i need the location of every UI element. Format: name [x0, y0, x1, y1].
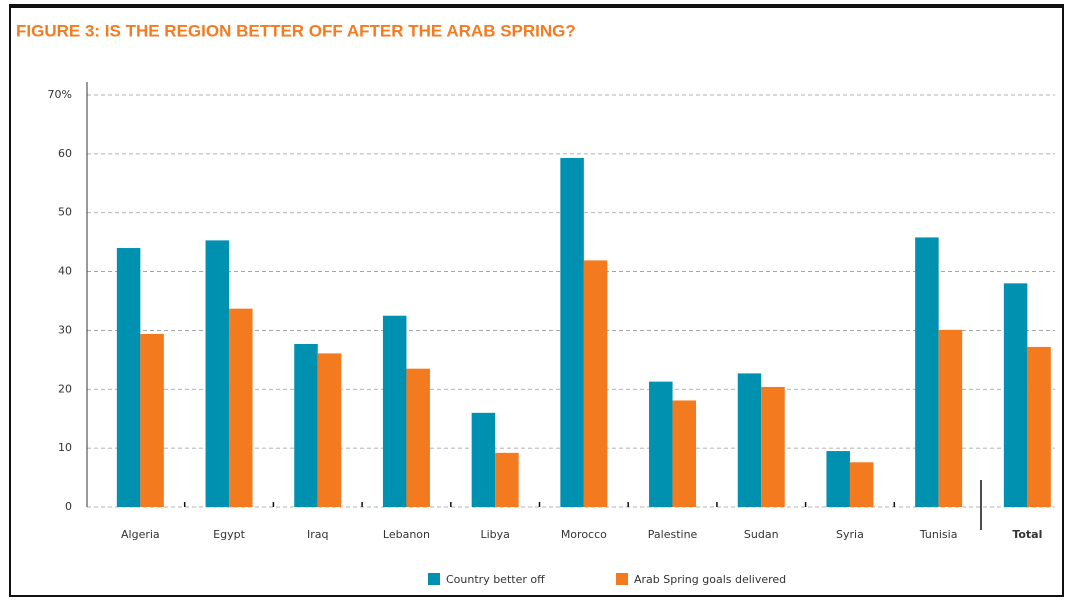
- y-tick-label: 40: [58, 265, 72, 278]
- bar: [406, 368, 430, 507]
- bar: [205, 240, 230, 507]
- y-tick-label: 70%: [48, 88, 72, 101]
- x-tick-label: Palestine: [648, 528, 698, 541]
- bar: [560, 157, 584, 507]
- bar: [737, 373, 762, 507]
- bar: [1003, 283, 1028, 507]
- bar: [294, 343, 318, 507]
- x-tick-label: Lebanon: [383, 528, 430, 541]
- x-tick-label: Algeria: [121, 528, 160, 541]
- bar: [116, 248, 141, 507]
- bar: [761, 386, 785, 507]
- x-tick-label: Syria: [836, 528, 864, 541]
- chart-title: FIGURE 3: IS THE REGION BETTER OFF AFTER…: [16, 21, 576, 40]
- y-tick-label: 60: [58, 147, 72, 160]
- bar: [649, 381, 673, 507]
- x-tick-label: Egypt: [213, 528, 245, 541]
- legend-label: Country better off: [446, 573, 545, 586]
- bar: [583, 260, 608, 507]
- x-tick-label: Total: [1012, 528, 1042, 541]
- bar: [229, 308, 253, 507]
- y-tick-label: 10: [58, 441, 72, 454]
- y-tick-label: 30: [58, 323, 72, 336]
- x-tick-label: Sudan: [744, 528, 779, 541]
- legend-label: Arab Spring goals delivered: [634, 573, 786, 586]
- y-tick-label: 50: [58, 206, 72, 219]
- legend-swatch: [428, 573, 440, 585]
- bar: [938, 329, 963, 507]
- bar: [382, 315, 407, 507]
- bar: [495, 452, 519, 507]
- x-tick-label: Libya: [480, 528, 509, 541]
- y-tick-label: 20: [58, 382, 72, 395]
- bar: [1027, 346, 1051, 507]
- frame: [9, 4, 1064, 597]
- bar: [140, 333, 164, 507]
- y-tick-label: 0: [65, 500, 72, 513]
- bar: [915, 237, 939, 508]
- bar: [317, 353, 342, 507]
- x-tick-label: Morocco: [561, 528, 607, 541]
- bar: [826, 451, 850, 507]
- bar: [849, 462, 874, 507]
- bar: [471, 412, 496, 507]
- bar: [672, 400, 697, 507]
- legend-swatch: [616, 573, 628, 585]
- x-tick-label: Tunisia: [919, 528, 958, 541]
- x-tick-label: Iraq: [307, 528, 329, 541]
